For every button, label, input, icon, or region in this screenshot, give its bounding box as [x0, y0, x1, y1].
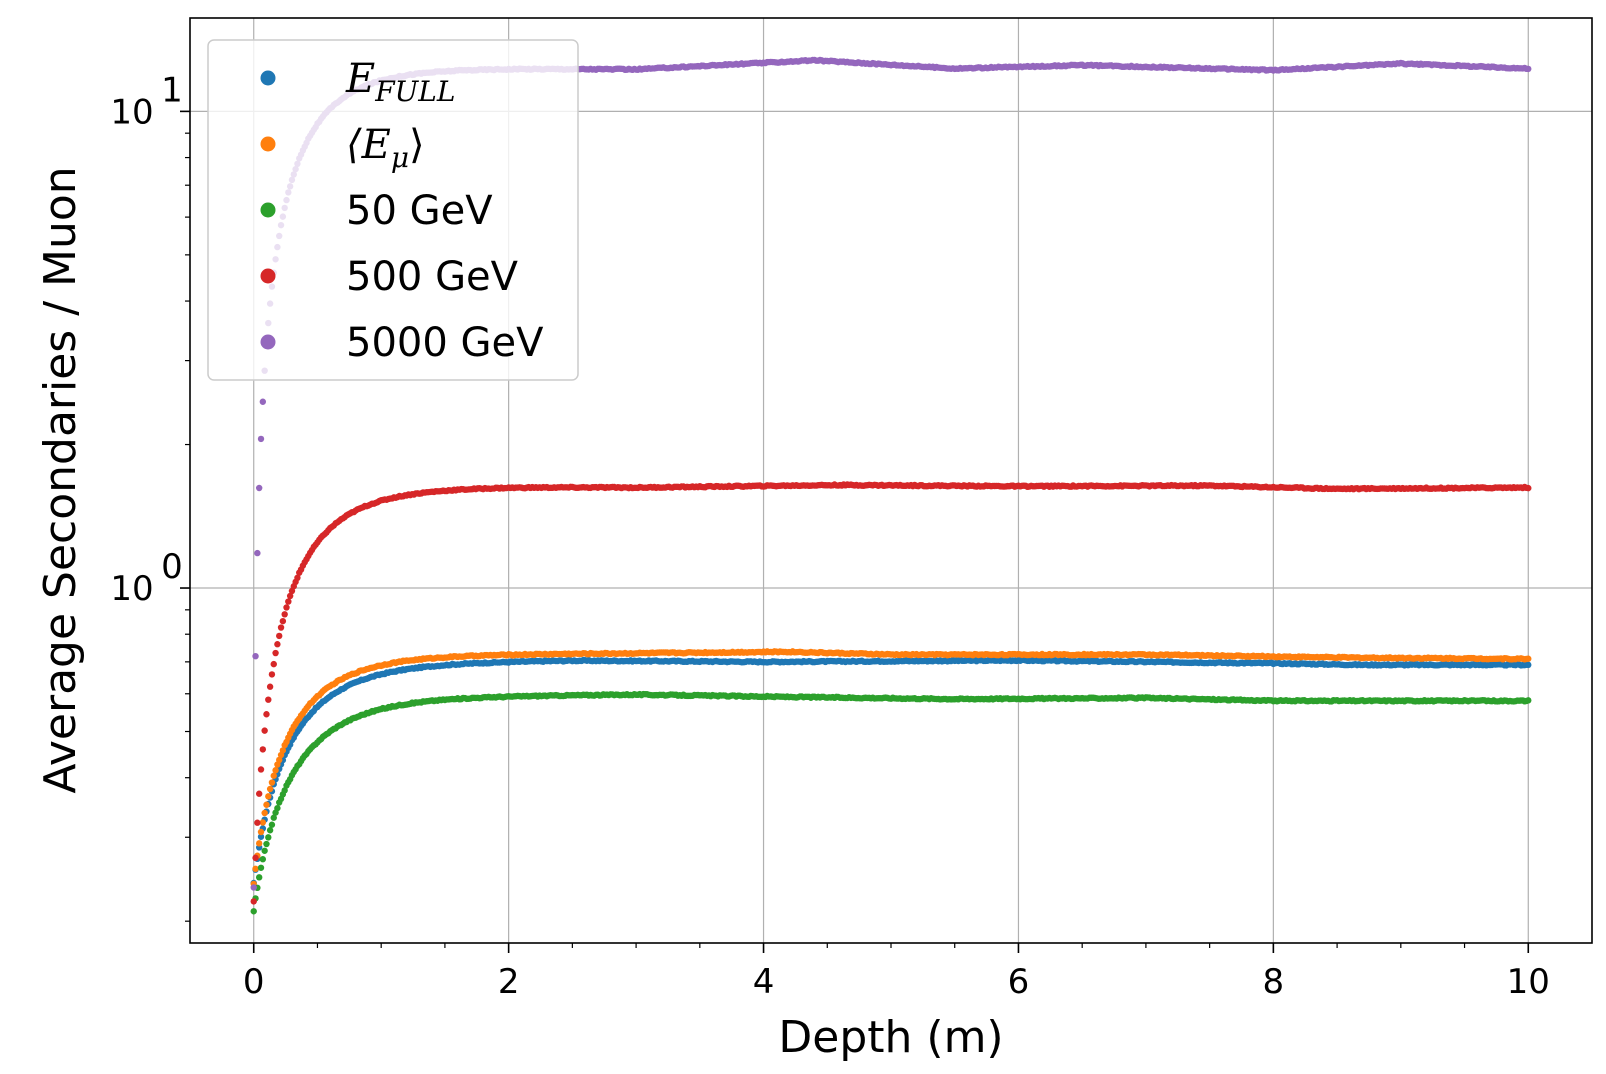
- data-point: [270, 772, 277, 779]
- data-point: [261, 809, 268, 817]
- y-tick-label-exponent: 1: [161, 70, 183, 110]
- data-point: [250, 908, 257, 915]
- data-point: [1525, 661, 1532, 669]
- legend-marker: [260, 70, 276, 86]
- data-point: [265, 696, 272, 703]
- data-point: [259, 398, 267, 405]
- data-point: [1525, 484, 1532, 492]
- data-point: [263, 801, 270, 808]
- x-tick-label: 2: [498, 962, 520, 1002]
- y-tick-label-exponent: 0: [161, 547, 183, 587]
- data-point: [259, 819, 267, 826]
- data-point: [255, 790, 263, 797]
- data-point: [266, 785, 274, 793]
- data-point: [254, 819, 261, 826]
- data-point: [261, 727, 268, 734]
- legend-label: 500 GeV: [346, 254, 519, 300]
- data-point: [281, 611, 288, 618]
- data-point: [255, 484, 263, 492]
- data-point: [268, 779, 276, 786]
- data-point: [270, 814, 277, 821]
- data-point: [276, 756, 283, 764]
- legend-marker: [260, 136, 276, 152]
- x-tick-label: 0: [243, 962, 265, 1002]
- x-tick-label: 8: [1263, 962, 1285, 1002]
- data-point: [270, 660, 277, 668]
- data-point: [277, 624, 285, 631]
- x-tick-label: 6: [1008, 962, 1030, 1002]
- data-point: [1525, 65, 1532, 73]
- data-point: [252, 854, 259, 862]
- y-tick-label: 10: [110, 569, 153, 609]
- data-point: [1525, 655, 1532, 662]
- series-1: [250, 648, 1532, 888]
- data-point: [259, 856, 267, 863]
- data-point: [272, 649, 279, 657]
- legend-marker: [260, 334, 276, 350]
- legend-marker: [260, 202, 276, 218]
- data-point: [257, 833, 265, 840]
- data-point: [294, 574, 301, 582]
- data-point: [255, 874, 263, 881]
- data-point: [254, 549, 261, 557]
- data-series: [250, 56, 1532, 915]
- series-2: [250, 690, 1532, 915]
- data-point: [257, 828, 265, 836]
- data-point: [281, 787, 288, 794]
- legend-label: EFULL: [345, 56, 455, 108]
- data-point: [285, 598, 292, 605]
- legend: EFULL ⟨Eμ⟩ 50 GeV 500 GeV 5000 GeV: [207, 39, 579, 381]
- data-point: [1525, 697, 1532, 704]
- data-point: [283, 604, 290, 611]
- data-point: [274, 641, 281, 648]
- data-point: [252, 652, 259, 660]
- legend-label: 50 GeV: [346, 188, 493, 234]
- data-point: [274, 804, 281, 812]
- data-point: [263, 840, 270, 848]
- data-point: [279, 747, 287, 754]
- data-point: [257, 766, 265, 773]
- data-point: [265, 834, 272, 841]
- legend-marker: [260, 268, 276, 284]
- data-point: [259, 746, 267, 753]
- data-point: [265, 793, 272, 800]
- series-3: [250, 481, 1532, 905]
- x-tick-label: 10: [1507, 962, 1550, 1002]
- data-point: [250, 884, 257, 891]
- data-point: [286, 592, 294, 600]
- data-point: [257, 864, 265, 871]
- legend-label: 5000 GeV: [346, 320, 544, 366]
- data-point: [252, 865, 259, 873]
- y-axis-title: Average Secondaries / Muon: [35, 166, 86, 793]
- data-point: [263, 711, 270, 718]
- data-point: [272, 767, 279, 774]
- y-tick-label: 10: [110, 92, 153, 132]
- data-point: [276, 632, 283, 640]
- data-point: [266, 827, 274, 834]
- data-point: [268, 821, 276, 828]
- legend-label: ⟨Eμ⟩: [346, 122, 425, 174]
- x-axis-title: Depth (m): [778, 1012, 1003, 1063]
- data-point: [261, 847, 268, 854]
- data-point: [255, 840, 263, 847]
- data-point: [279, 617, 287, 625]
- data-point: [266, 683, 274, 690]
- data-point: [250, 898, 257, 905]
- data-point: [257, 435, 265, 443]
- legend-box: [207, 39, 579, 381]
- data-point: [268, 671, 276, 678]
- x-tick-label: 4: [753, 962, 775, 1002]
